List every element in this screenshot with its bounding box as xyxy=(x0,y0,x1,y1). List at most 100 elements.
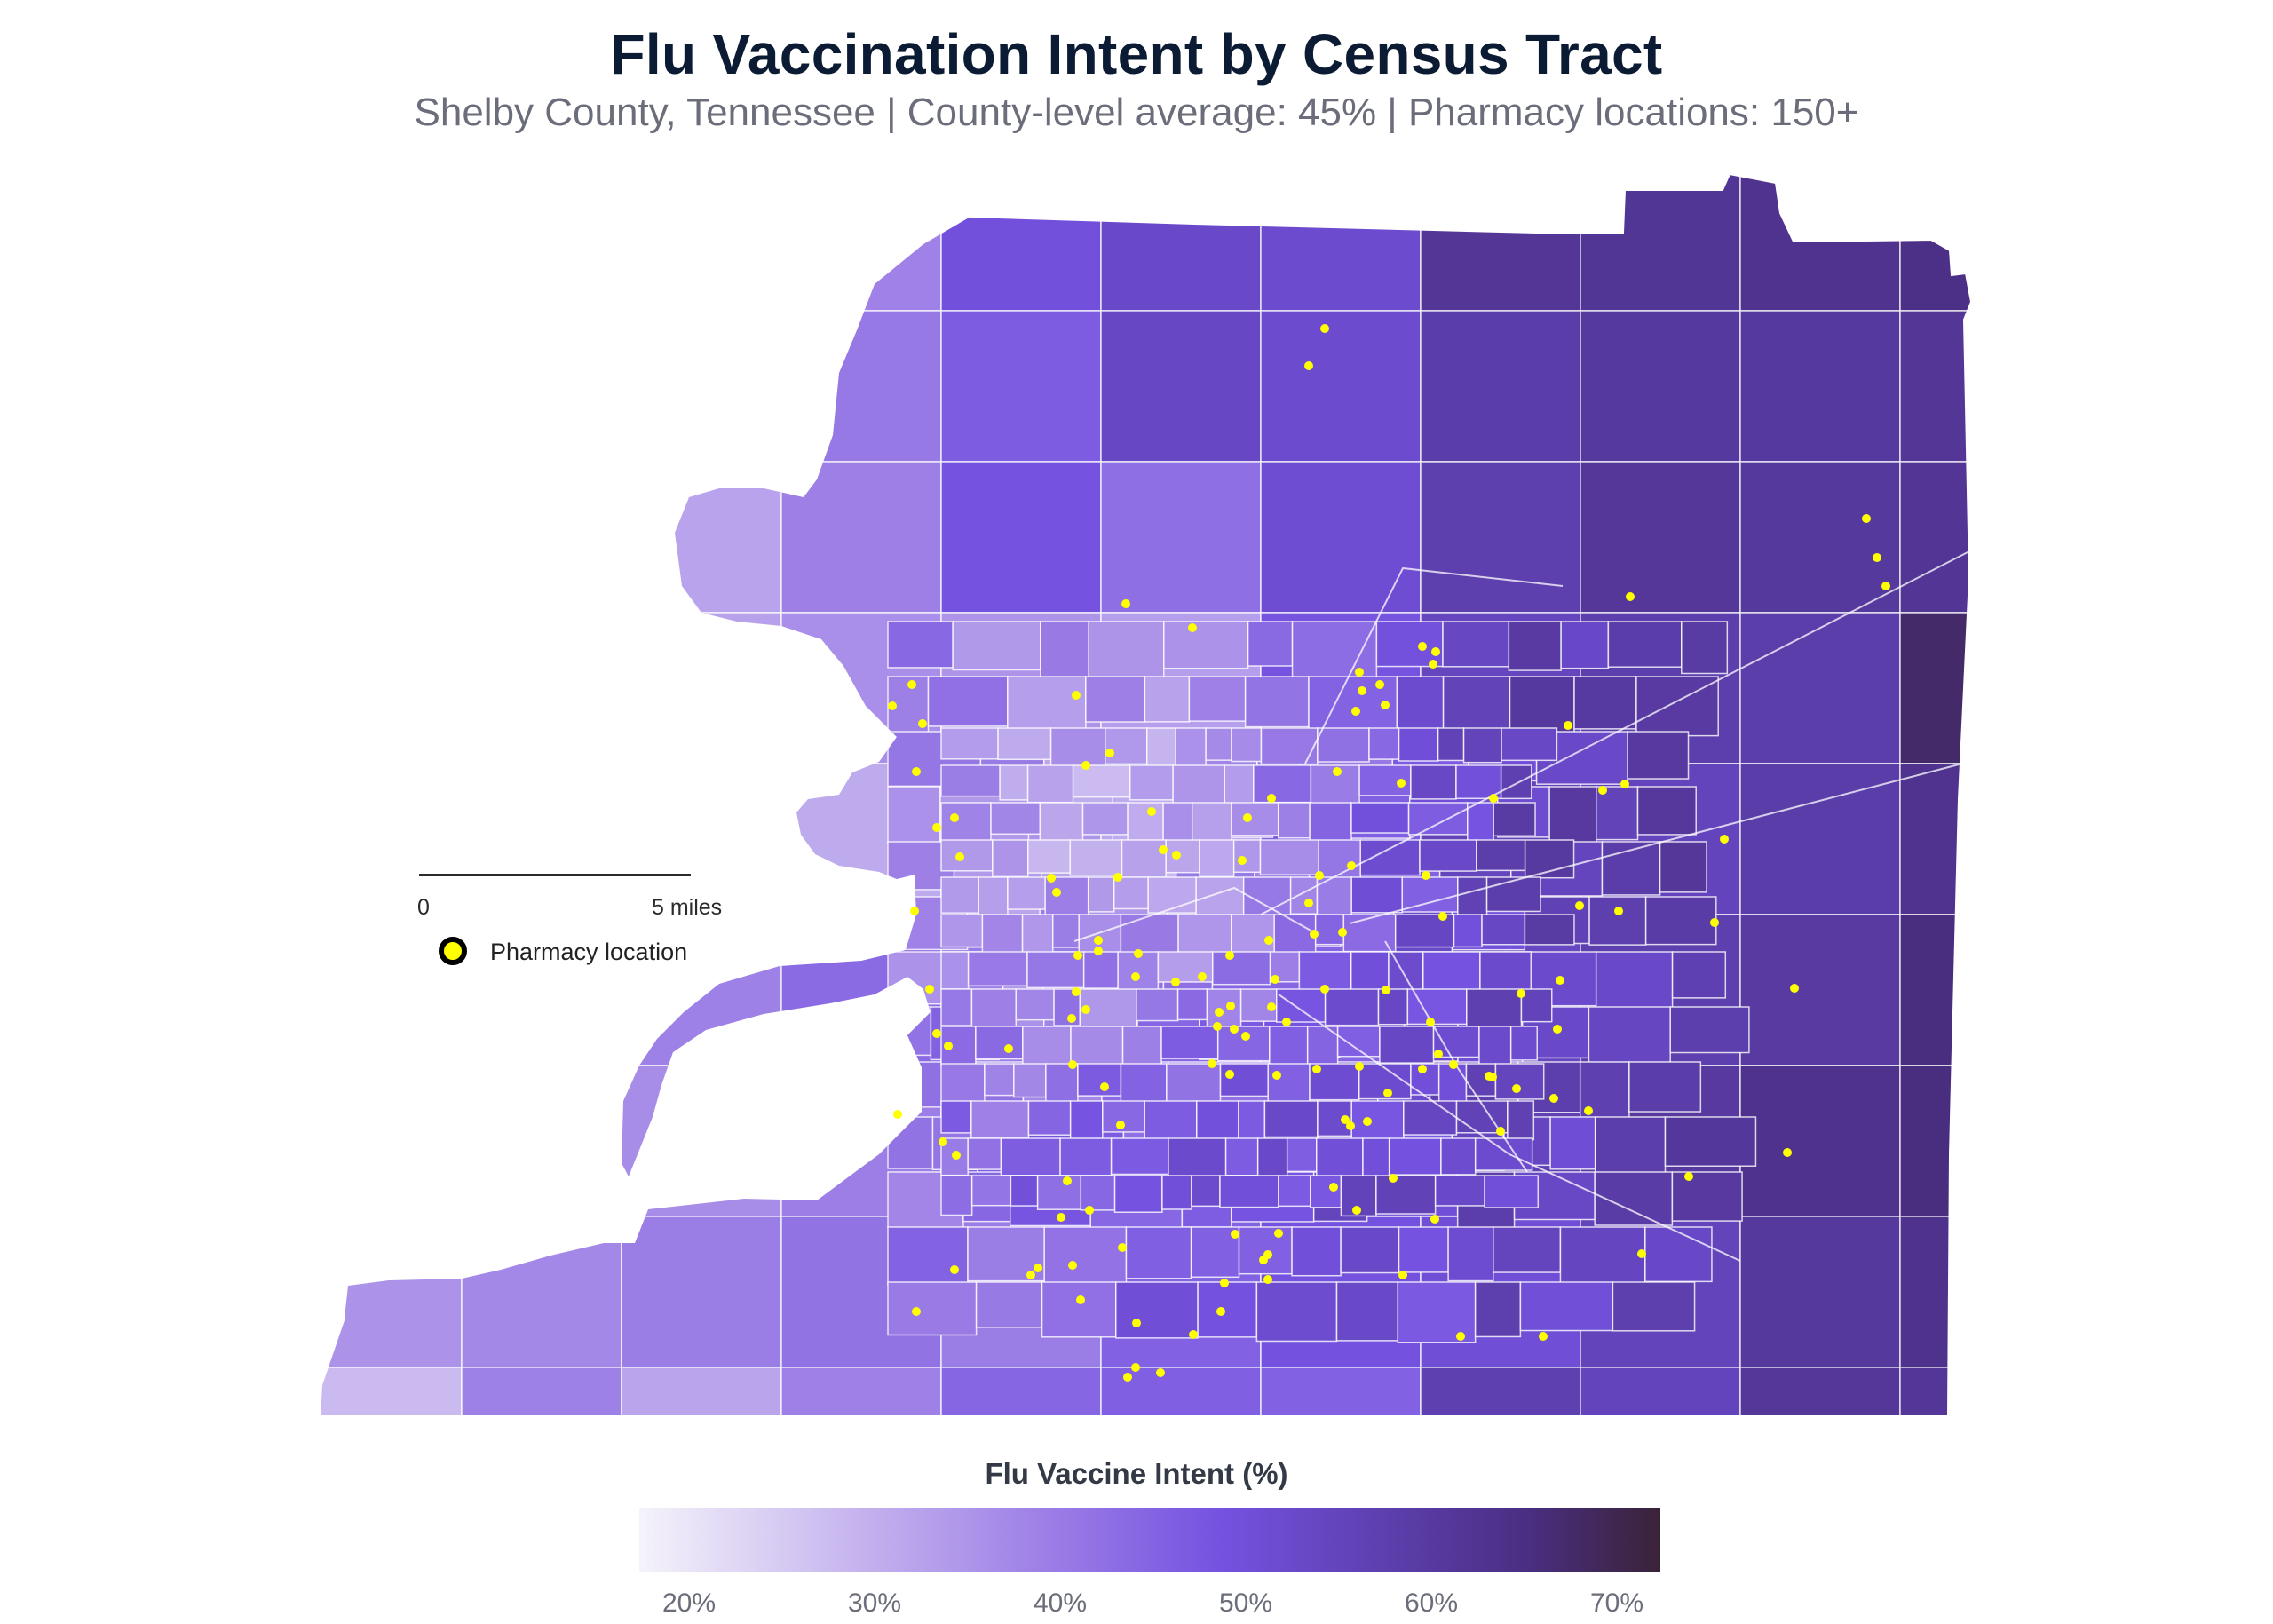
pharmacy-dot xyxy=(1230,1025,1239,1034)
census-tract xyxy=(621,1367,782,1416)
census-tract xyxy=(1007,676,1087,733)
pharmacy-dot xyxy=(1862,514,1871,523)
pharmacy-dot xyxy=(1556,976,1564,985)
census-tract xyxy=(1188,676,1247,722)
census-tract xyxy=(320,1367,463,1416)
pharmacy-dot xyxy=(1539,1332,1548,1341)
census-tract xyxy=(1125,1226,1192,1279)
pharmacy-dot xyxy=(1267,794,1276,803)
census-tract xyxy=(940,174,1102,312)
pharmacy-dot xyxy=(912,1307,921,1316)
pharmacy-dot xyxy=(1431,647,1440,656)
census-tract xyxy=(1267,1063,1311,1105)
colorbar-title: Flu Vaccine Intent (%) xyxy=(985,1457,1288,1490)
pharmacy-dot xyxy=(1134,949,1143,958)
census-tract xyxy=(940,727,999,760)
census-tract xyxy=(621,174,782,312)
census-tract xyxy=(1224,1137,1259,1176)
census-tract xyxy=(461,310,622,463)
pharmacy-dot xyxy=(1267,1002,1276,1011)
census-tract xyxy=(1481,914,1526,946)
census-tract xyxy=(1442,676,1511,737)
census-tract xyxy=(1398,727,1439,762)
census-tract xyxy=(1197,1281,1258,1338)
pharmacy-dot xyxy=(1081,1005,1090,1014)
pharmacy-dot xyxy=(955,852,964,861)
pharmacy-dot xyxy=(1620,780,1629,788)
census-tract xyxy=(1420,461,1581,614)
census-tract xyxy=(1659,841,1707,893)
pharmacy-dot xyxy=(1310,930,1319,939)
census-tract xyxy=(1162,802,1193,843)
census-tract xyxy=(1263,1100,1319,1138)
census-tract xyxy=(1127,802,1164,842)
census-tract xyxy=(1739,1065,1901,1217)
census-tract xyxy=(1318,839,1361,879)
census-tract xyxy=(887,1281,978,1336)
pharmacy-dot xyxy=(1225,1070,1234,1079)
census-tract xyxy=(1260,727,1319,765)
census-tract xyxy=(1043,1226,1128,1288)
pharmacy-dot xyxy=(1131,972,1140,981)
pharmacy-dot xyxy=(1225,951,1234,960)
census-tract xyxy=(1420,1367,1581,1416)
census-tract xyxy=(1100,1367,1262,1416)
census-tract xyxy=(1420,310,1581,463)
census-tract xyxy=(1015,988,1055,1021)
census-tract xyxy=(1559,1226,1646,1288)
census-tract xyxy=(1309,802,1352,844)
census-tract xyxy=(1147,876,1197,914)
census-tract xyxy=(887,1226,969,1286)
pharmacy-dot xyxy=(1496,1127,1505,1136)
census-tract xyxy=(1507,1100,1535,1141)
census-tract xyxy=(940,839,994,872)
census-tract xyxy=(1168,1137,1227,1177)
pharmacy-dot xyxy=(1720,835,1729,844)
pharmacy-dot xyxy=(1116,1121,1125,1129)
pharmacy-dot xyxy=(1094,947,1103,955)
pharmacy-dot xyxy=(1171,978,1180,986)
census-tract xyxy=(1232,839,1262,874)
census-tract xyxy=(1212,951,1271,986)
census-tract xyxy=(1040,621,1089,678)
pharmacy-dot xyxy=(1430,1215,1439,1224)
census-tract xyxy=(1627,731,1690,780)
pharmacy-dot xyxy=(1381,701,1390,709)
census-tract xyxy=(940,1367,1102,1416)
census-tract xyxy=(1899,461,1971,614)
census-tract xyxy=(992,839,1029,878)
census-tract xyxy=(1636,786,1697,836)
pharmacy-dot xyxy=(1263,1275,1272,1284)
census-tract xyxy=(1291,621,1378,681)
census-tract xyxy=(1253,764,1312,804)
census-tract xyxy=(461,1367,622,1416)
census-tract xyxy=(1289,876,1319,915)
census-tract xyxy=(1088,621,1165,681)
pharmacy-dot xyxy=(1241,1032,1250,1041)
census-tract xyxy=(1671,951,1727,999)
pharmacy-dot xyxy=(1282,1018,1291,1026)
census-tract xyxy=(1278,1175,1311,1208)
census-tract xyxy=(1397,1281,1477,1343)
census-tract xyxy=(981,914,1024,955)
pharmacy-dot xyxy=(1783,1148,1792,1157)
census-tract xyxy=(1548,786,1597,844)
pharmacy-dot xyxy=(1004,1044,1013,1053)
census-tract xyxy=(990,802,1041,836)
census-tract xyxy=(1113,1175,1163,1213)
highway-lines xyxy=(1073,550,1971,1262)
census-tract xyxy=(1199,839,1235,878)
census-tract xyxy=(978,876,1009,918)
census-tract xyxy=(1160,1026,1219,1059)
pharmacy-dot xyxy=(1047,874,1056,883)
pharmacy-dot xyxy=(1208,1059,1216,1068)
census-tract xyxy=(1388,1137,1442,1176)
census-tract xyxy=(1434,1175,1485,1207)
census-tract xyxy=(1664,1116,1757,1167)
census-tract xyxy=(461,612,622,764)
pharmacy-dot xyxy=(1073,951,1082,960)
census-tract xyxy=(1453,914,1483,948)
census-tract xyxy=(1120,1063,1168,1104)
census-tract xyxy=(1161,1175,1192,1210)
pharmacy-dot xyxy=(1422,871,1430,880)
